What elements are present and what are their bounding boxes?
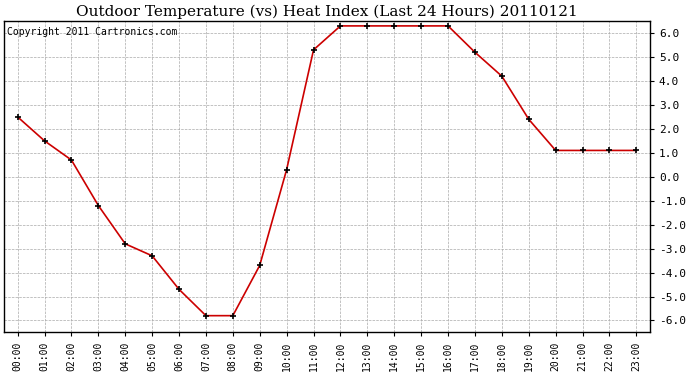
Title: Outdoor Temperature (vs) Heat Index (Last 24 Hours) 20110121: Outdoor Temperature (vs) Heat Index (Las… <box>76 4 578 18</box>
Text: Copyright 2011 Cartronics.com: Copyright 2011 Cartronics.com <box>8 27 178 38</box>
